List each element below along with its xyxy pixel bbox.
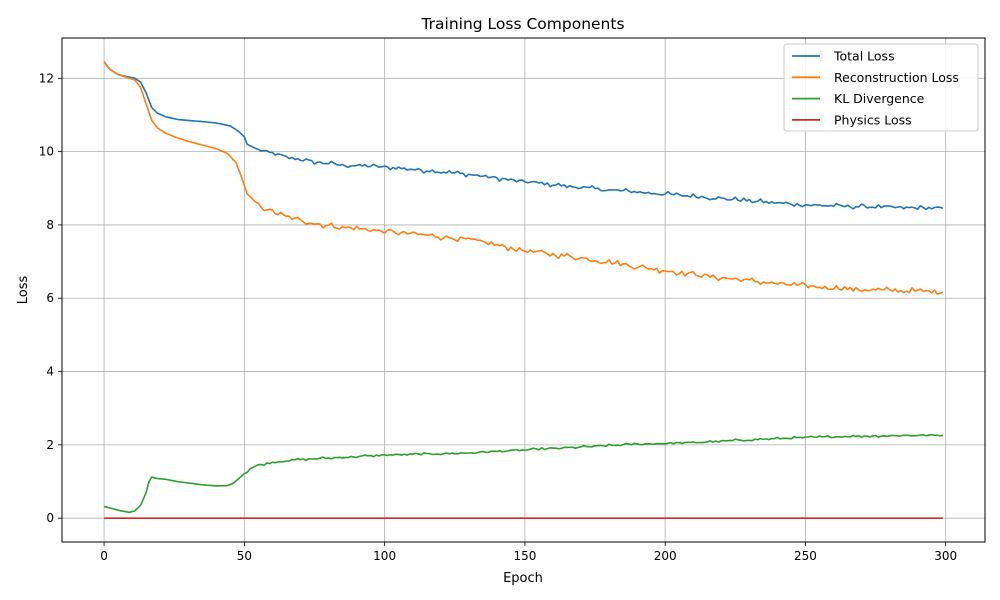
x-axis-label: Epoch [503, 571, 543, 586]
x-tick-label: 0 [100, 549, 108, 563]
y-tick-label: 2 [46, 438, 54, 452]
y-axis-label: Loss [16, 276, 31, 305]
series-line-kl-divergence [103, 433, 944, 514]
y-tick-label: 4 [46, 365, 54, 379]
y-tick-label: 0 [46, 511, 54, 525]
chart-title: Training Loss Components [420, 15, 624, 33]
y-tick-label: 10 [39, 145, 54, 159]
x-tick-label: 100 [373, 549, 396, 563]
legend: Total Loss Reconstruction Loss KL Divergen… [783, 43, 979, 132]
y-tick-label: 6 [46, 291, 54, 305]
legend-label: Total Loss [833, 49, 895, 64]
series-line-reconstruction-loss [103, 61, 944, 295]
x-tick-label: 150 [513, 549, 536, 563]
y-tick-label: 8 [46, 218, 54, 232]
x-tick-label: 250 [794, 549, 817, 563]
x-tick-label: 50 [237, 549, 252, 563]
x-tick-label: 200 [654, 549, 677, 563]
series-line-total-loss [103, 61, 944, 211]
y-tick-label: 12 [39, 71, 54, 85]
legend-label: Reconstruction Loss [834, 70, 959, 85]
series-layer [103, 61, 944, 519]
legend-label: Physics Loss [834, 112, 912, 127]
legend-box [783, 43, 979, 132]
legend-label: KL Divergence [834, 91, 925, 106]
axis-ticks: 0 50 100 150 200 250 300 0 2 4 6 8 10 12 [39, 71, 957, 563]
x-tick-label: 300 [934, 549, 957, 563]
plot-frame [61, 37, 986, 543]
